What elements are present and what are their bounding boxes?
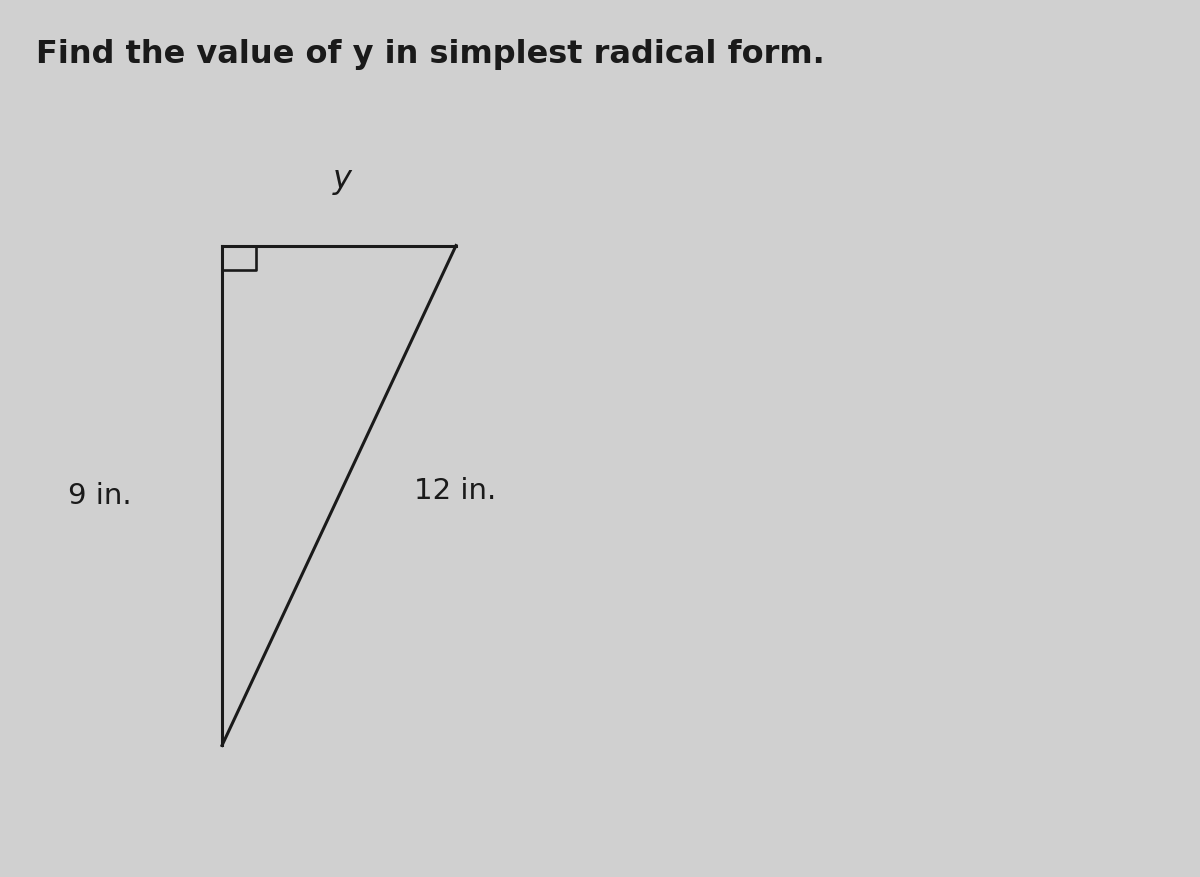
Text: 12 in.: 12 in. [414,477,497,505]
Text: 9 in.: 9 in. [68,481,132,510]
Text: y: y [332,164,352,196]
Text: Find the value of y in simplest radical form.: Find the value of y in simplest radical … [36,39,824,70]
